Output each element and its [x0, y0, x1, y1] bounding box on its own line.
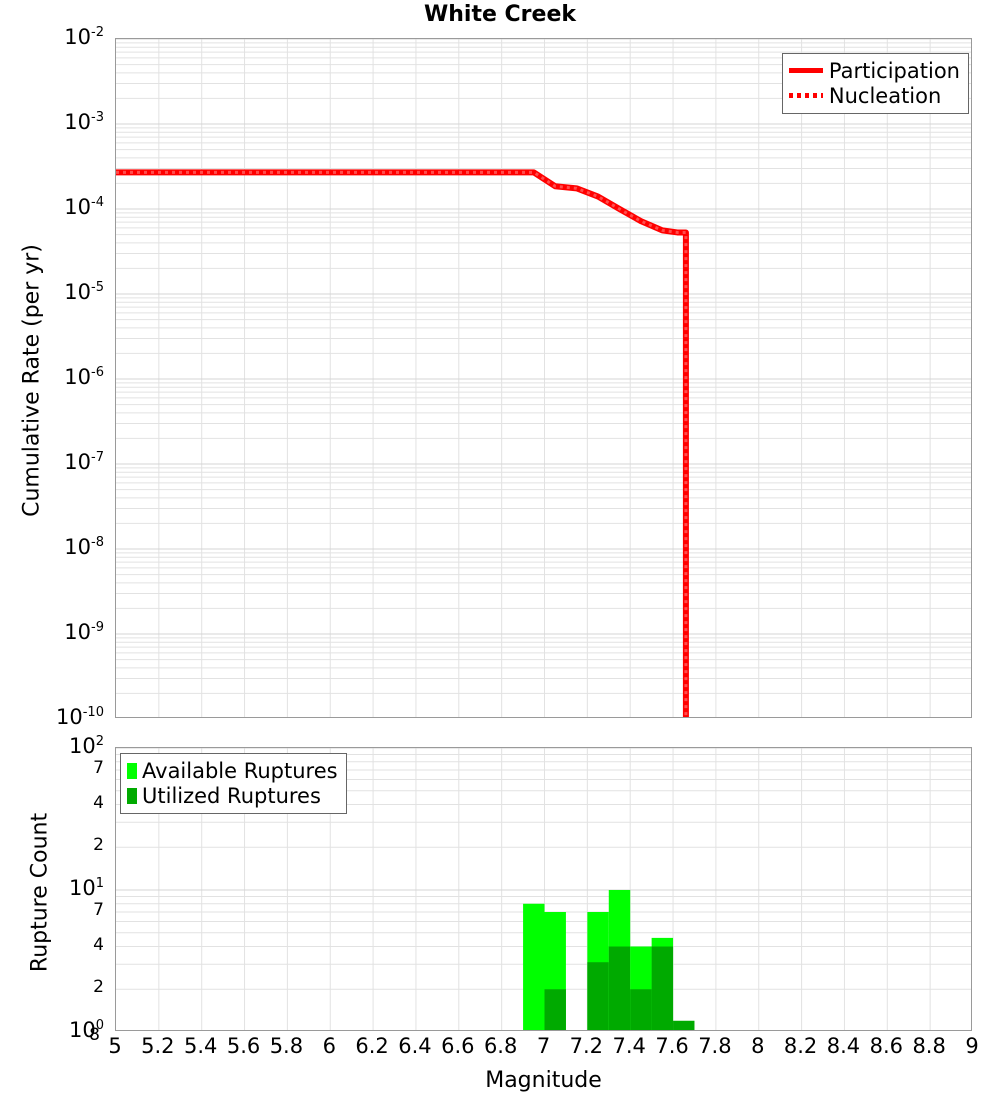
- x-tick-label: 5.8: [270, 1034, 303, 1058]
- x-tick-label: 9: [965, 1034, 978, 1058]
- x-tick-label: 6.8: [484, 1034, 517, 1058]
- y-tick-label-clipped: 8: [89, 1027, 100, 1044]
- utilized-ruptures-bar: [673, 1021, 694, 1030]
- utilized-ruptures-bar: [652, 947, 673, 1030]
- y-tick-label: 10-5: [64, 282, 104, 303]
- y-tick-label: 102: [69, 736, 104, 757]
- y-tick-label: 10-3: [64, 112, 104, 133]
- x-tick-label: 7.8: [698, 1034, 731, 1058]
- x-tick-label: 7.4: [612, 1034, 645, 1058]
- page-title: White Creek: [0, 2, 1000, 27]
- y-tick-label: 10-4: [64, 197, 104, 218]
- chart-figure: White Creek Participation Nucleation 10-…: [0, 0, 1000, 1100]
- participation-curve: [116, 172, 686, 717]
- y-tick-label: 7: [93, 902, 104, 919]
- x-tick-label: 7.6: [655, 1034, 688, 1058]
- y-tick-label: 10-10: [56, 707, 104, 728]
- rupture-count-plot-area: Available Ruptures Utilized Ruptures: [115, 747, 972, 1031]
- x-tick-label: 8.8: [912, 1034, 945, 1058]
- x-tick-label: 8.6: [870, 1034, 903, 1058]
- utilized-ruptures-bar: [587, 962, 608, 1030]
- y-tick-label: 2: [93, 837, 104, 854]
- bottom-y-axis-title: Rupture Count: [28, 793, 53, 993]
- top-y-axis-ticks: 10-210-310-410-510-610-710-810-910-10: [0, 38, 110, 718]
- y-tick-label: 10-6: [64, 367, 104, 388]
- x-tick-label: 6.2: [355, 1034, 388, 1058]
- y-tick-label: 101: [69, 878, 104, 899]
- nucleation-curve: [116, 172, 686, 717]
- legend-item-available-ruptures[interactable]: Available Ruptures: [127, 758, 338, 783]
- y-tick-label: 10-8: [64, 537, 104, 558]
- legend-item-utilized-ruptures[interactable]: Utilized Ruptures: [127, 783, 338, 808]
- y-tick-label: 10-2: [64, 27, 104, 48]
- legend-label-nucleation: Nucleation: [829, 84, 941, 108]
- y-tick-label: 7: [93, 760, 104, 777]
- utilized-ruptures-bar: [630, 989, 651, 1030]
- y-tick-label: 4: [93, 795, 104, 812]
- x-tick-label: 6: [323, 1034, 336, 1058]
- x-tick-label: 5.2: [141, 1034, 174, 1058]
- x-tick-label: 6.4: [398, 1034, 431, 1058]
- legend-label-available-ruptures: Available Ruptures: [142, 759, 338, 783]
- available-ruptures-bar: [523, 904, 544, 1030]
- utilized-ruptures-bar: [609, 947, 630, 1030]
- x-axis-title: Magnitude: [115, 1068, 972, 1093]
- legend-label-utilized-ruptures: Utilized Ruptures: [142, 784, 321, 808]
- utilized-ruptures-bar: [545, 989, 566, 1030]
- dotted-line-icon: [789, 93, 823, 98]
- x-tick-label: 6.6: [441, 1034, 474, 1058]
- x-tick-label: 7: [537, 1034, 550, 1058]
- x-tick-label: 8.4: [827, 1034, 860, 1058]
- legend-item-participation[interactable]: Participation: [789, 58, 960, 83]
- y-tick-label: 2: [93, 979, 104, 996]
- legend-ruptures: Available Ruptures Utilized Ruptures: [120, 753, 347, 814]
- top-y-axis-title: Cumulative Rate (per yr): [20, 201, 45, 561]
- cumulative-rate-plot-area: Participation Nucleation: [115, 38, 972, 718]
- x-tick-label: 5.6: [227, 1034, 260, 1058]
- legend-label-participation: Participation: [829, 59, 960, 83]
- legend-item-nucleation[interactable]: Nucleation: [789, 83, 960, 108]
- x-tick-label: 5.4: [184, 1034, 217, 1058]
- available-ruptures-color-icon: [127, 763, 137, 779]
- solid-line-icon: [789, 68, 823, 73]
- top-data-curves: [116, 39, 971, 717]
- x-tick-label: 8.2: [784, 1034, 817, 1058]
- legend-participation-nucleation: Participation Nucleation: [782, 53, 969, 114]
- x-tick-label: 7.2: [570, 1034, 603, 1058]
- utilized-ruptures-color-icon: [127, 788, 137, 804]
- y-tick-label: 10-7: [64, 452, 104, 473]
- bottom-y-axis-ticks: 1027421017421008: [0, 747, 110, 1031]
- y-tick-label: 4: [93, 937, 104, 954]
- x-tick-label: 8: [751, 1034, 764, 1058]
- y-tick-label: 10-9: [64, 622, 104, 643]
- x-tick-label: 5: [108, 1034, 121, 1058]
